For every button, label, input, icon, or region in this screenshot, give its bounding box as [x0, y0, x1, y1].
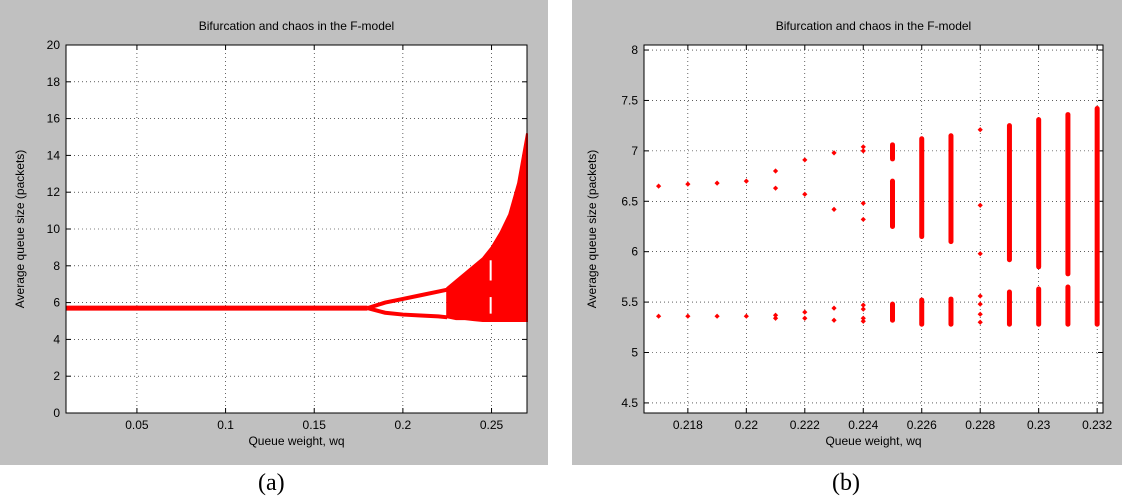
y-tick-label: 5 — [631, 346, 638, 360]
period2-lower-branch — [366, 306, 448, 320]
data-point — [831, 317, 837, 323]
y-tick-label: 4.5 — [621, 396, 638, 410]
y-tick-label: 18 — [47, 75, 61, 89]
data-point — [860, 216, 866, 223]
data-point — [714, 313, 720, 319]
y-tick-label: 20 — [47, 38, 61, 52]
data-point — [714, 180, 720, 186]
y-tick-label: 0 — [53, 406, 60, 420]
y-tick-label: 5.5 — [621, 295, 638, 309]
y-tick-label: 7 — [631, 144, 638, 158]
y-tick-label: 6 — [631, 245, 638, 259]
data-point — [860, 200, 866, 206]
data-point — [743, 178, 749, 184]
data-point — [831, 150, 837, 156]
axes-box — [65, 44, 528, 414]
data-point — [977, 319, 983, 325]
plot-area — [644, 45, 1103, 413]
plot-area — [66, 45, 527, 413]
caption-b: (b) — [832, 470, 860, 496]
data-point — [831, 305, 837, 311]
y-tick-label: 12 — [47, 185, 61, 199]
x-tick-label: 0.1 — [217, 418, 234, 432]
y-tick-label: 16 — [47, 112, 61, 126]
y-tick-label: 10 — [47, 222, 61, 236]
x-tick-label: 0.05 — [125, 418, 149, 432]
y-tick-label: 8 — [53, 259, 60, 273]
x-tick-label: 0.228 — [965, 418, 995, 432]
chart-title: Bifurcation and chaos in the F-model — [776, 19, 971, 33]
data-series — [656, 106, 1100, 327]
y-tick-label: 6.5 — [621, 194, 638, 208]
x-axis-label: Queue weight, wq — [825, 434, 921, 448]
axes-box — [643, 44, 1104, 414]
data-point — [977, 293, 983, 299]
y-tick-label: 2 — [53, 369, 60, 383]
data-point — [860, 144, 866, 150]
x-tick-label: 0.226 — [907, 418, 937, 432]
x-tick-label: 0.224 — [848, 418, 878, 432]
x-tick-label: 0.2 — [395, 418, 412, 432]
x-tick-label: 0.222 — [790, 418, 820, 432]
data-point — [860, 302, 866, 308]
y-axis-label: Average queue size (packets) — [13, 150, 27, 309]
caption-a: (a) — [258, 470, 285, 496]
x-tick-label: 0.15 — [303, 418, 327, 432]
data-point — [743, 313, 749, 319]
data-point — [860, 148, 866, 154]
y-tick-label: 14 — [47, 148, 61, 162]
data-point — [685, 181, 691, 187]
x-tick-label: 0.218 — [673, 418, 703, 432]
data-point — [977, 301, 983, 307]
chart-title: Bifurcation and chaos in the F-model — [199, 19, 394, 33]
x-tick-label: 0.25 — [480, 418, 504, 432]
data-point — [977, 311, 983, 317]
data-point — [977, 127, 983, 133]
x-tick-label: 0.23 — [1027, 418, 1051, 432]
bifurcation-chart-a: 0.05 0.1 0.15 0.2 0.25 0 2 4 6 8 10 12 14 16 18 20 Bifur… — [13, 19, 528, 448]
x-tick-label: 0.22 — [735, 418, 759, 432]
bifurcation-chart-b: 0.218 0.22 0.222 0.224 0.226 0.228 0.23 0.232 4.… — [585, 19, 1112, 448]
figure-panel-b: 0.218 0.22 0.222 0.224 0.226 0.228 0.23 0.232 4.… — [572, 0, 1122, 465]
data-point — [977, 251, 983, 257]
data-point — [656, 313, 662, 319]
data-point — [860, 315, 866, 321]
figure-panel-a: 0.05 0.1 0.15 0.2 0.25 0 2 4 6 8 10 12 14 16 18 20 Bifur… — [0, 0, 548, 465]
y-tick-label: 7.5 — [621, 93, 638, 107]
y-axis-label: Average queue size (packets) — [585, 150, 599, 309]
data-point — [860, 318, 866, 324]
x-tick-label: 0.232 — [1082, 418, 1112, 432]
data-point — [860, 306, 866, 312]
y-tick-label: 8 — [631, 43, 638, 57]
y-tick-label: 6 — [53, 296, 60, 310]
data-point — [977, 202, 983, 208]
period2-upper-branch — [366, 287, 448, 311]
data-point — [831, 206, 837, 212]
y-tick-label: 4 — [53, 332, 60, 346]
x-axis-label: Queue weight, wq — [248, 434, 344, 448]
